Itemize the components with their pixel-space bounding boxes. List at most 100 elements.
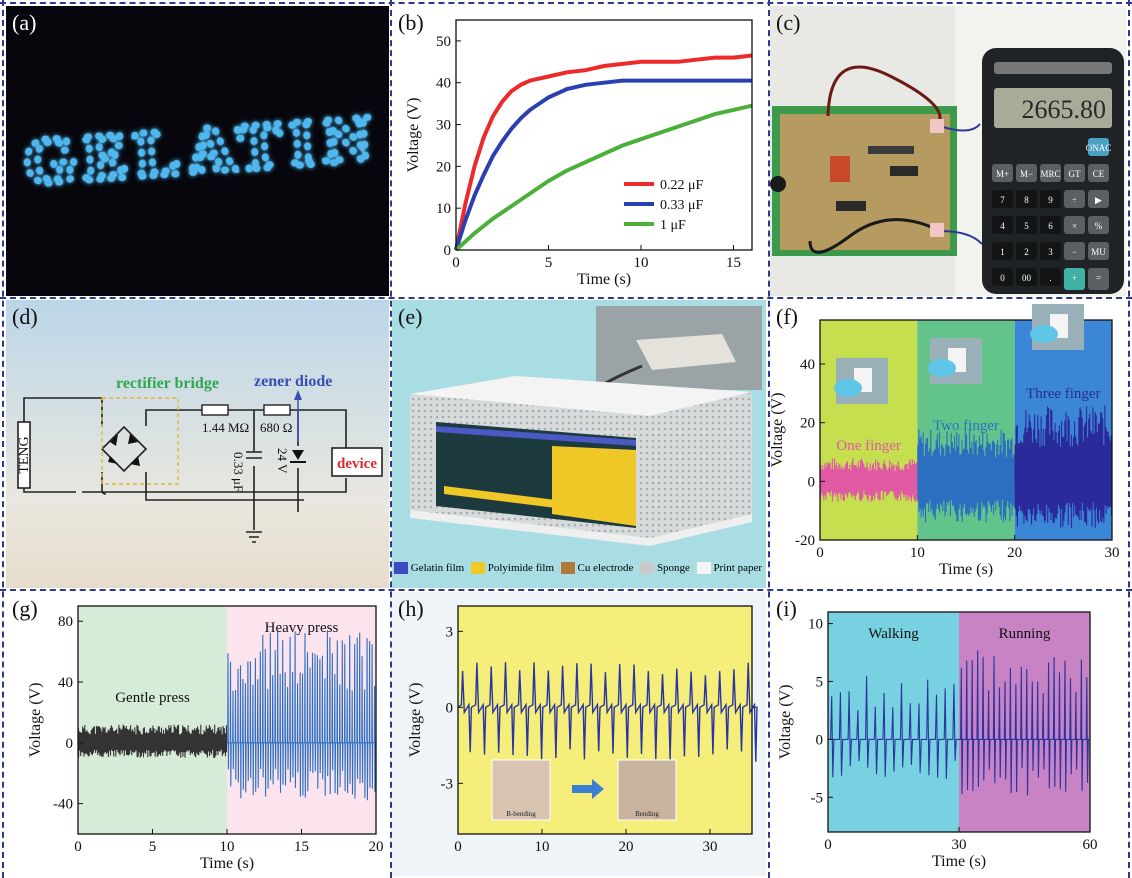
inset-photo xyxy=(617,759,677,821)
panel-label: (a) xyxy=(12,10,37,35)
panel-f: (f) One finger Two finger Three finger 0 10 2… xyxy=(770,300,1126,588)
y-tick-label: 50 xyxy=(436,34,451,50)
resistor-2-label: 680 Ω xyxy=(260,420,292,435)
y-tick-label: -40 xyxy=(53,797,73,813)
y-tick-label: 40 xyxy=(436,76,451,92)
calculator-key xyxy=(1016,216,1037,234)
signal-trace xyxy=(959,650,1090,796)
panel-d: (d) TENG xyxy=(6,300,389,588)
separator-col-3 xyxy=(1128,0,1130,878)
y-tick-label: 0 xyxy=(816,732,824,748)
calculator-key-label: % xyxy=(1095,221,1103,231)
device-structure xyxy=(410,306,762,546)
arrow-icon xyxy=(572,779,604,799)
y-axis-label: Voltage (V) xyxy=(27,683,44,758)
calculator-key-label: CE xyxy=(1093,169,1105,179)
signal-trace xyxy=(828,676,959,779)
calculator-key xyxy=(1016,164,1037,182)
y-tick-label: 20 xyxy=(800,416,815,432)
calculator-key-label: 2 xyxy=(1024,247,1029,257)
x-tick-label: 15 xyxy=(726,255,741,271)
panel-a: (a) GELATIN xyxy=(6,6,389,296)
x-tick-label: 10 xyxy=(910,545,925,561)
calculator-key xyxy=(1064,190,1085,208)
plot-frame xyxy=(455,19,753,251)
calculator-key xyxy=(1064,164,1085,182)
legend-sponge: Sponge xyxy=(656,562,690,574)
calculator-key-label: 00 xyxy=(1022,273,1032,283)
calculator-key-label: 5 xyxy=(1024,221,1029,231)
calculator-key xyxy=(992,216,1013,234)
calculator-key-label: 8 xyxy=(1024,195,1029,205)
calculator: 2665.80 ONAC M+ M− MRC GT CE 7 8 9 ÷ ▶ 4 5 6 × % 1 2 3 − MU 0… xyxy=(982,48,1124,294)
y-axis-label: Voltage (V) xyxy=(777,685,794,760)
signal-trace xyxy=(457,662,758,762)
panel-label: (b) xyxy=(398,10,424,35)
separator-col-0 xyxy=(2,0,4,878)
capacitor-label: 0.33 μF xyxy=(231,452,246,492)
calculator-key-label: 0 xyxy=(1000,273,1005,283)
panel-label: (h) xyxy=(398,596,424,621)
series-line xyxy=(454,103,753,252)
calculator-key xyxy=(1088,138,1109,156)
calculator-key-label: 4 xyxy=(1000,221,1005,231)
calculator-key-label: + xyxy=(1072,273,1077,283)
circuit-diagram: TENG rectifier bridge zener diode 1.44 M… xyxy=(17,373,383,543)
region-label: Three finger xyxy=(1026,386,1101,402)
chart-i: Walking Running 0 30 60 -5 0 5 10 Time (s) Voltage… xyxy=(777,611,1098,870)
calculator-key xyxy=(1016,268,1037,286)
separator-col-2 xyxy=(768,0,770,878)
rectifier-bridge-label: rectifier bridge xyxy=(116,375,219,392)
legend-entry: 1 μF xyxy=(660,218,686,233)
y-tick-label: 0 xyxy=(446,700,454,716)
inset-glove xyxy=(928,359,956,377)
y-axis-label: Voltage (V) xyxy=(407,683,424,758)
y-tick-label: 0 xyxy=(808,474,816,490)
calculator-key-label: GT xyxy=(1069,169,1081,179)
legend-gelatin-film: Gelatin film xyxy=(410,562,465,574)
region-label: Running xyxy=(999,626,1051,642)
calculator-key xyxy=(1088,216,1109,234)
panel-label: (g) xyxy=(12,596,38,621)
signal-trace xyxy=(77,724,228,758)
signal-trace xyxy=(1014,405,1113,529)
calculator-key xyxy=(992,190,1013,208)
panel-label: (c) xyxy=(776,10,801,35)
calculator-key-label: MU xyxy=(1091,247,1106,257)
x-tick-label: 0 xyxy=(452,255,460,271)
region-label: Gentle press xyxy=(115,690,190,706)
y-tick-label: 80 xyxy=(58,614,73,630)
x-axis-label: Time (s) xyxy=(939,561,993,578)
calculator-display: 2665.80 xyxy=(1022,95,1107,124)
resistor-1-label: 1.44 MΩ xyxy=(202,420,249,435)
region-background xyxy=(227,606,376,834)
calculator-key xyxy=(1064,242,1085,260)
chart-b: 0.22 μF 0.33 μF 1 μF 0 5 10 15 0 10 20 30 40 50 Time … xyxy=(405,19,753,288)
region-background xyxy=(78,606,227,834)
calculator-key xyxy=(992,268,1013,286)
region-background xyxy=(959,612,1090,832)
separator-row-2 xyxy=(0,589,1132,591)
y-tick-label: 5 xyxy=(816,674,824,690)
region-label: Walking xyxy=(868,626,919,642)
region-label: Two finger xyxy=(933,418,999,434)
legend-polyimide-film: Polyimide film xyxy=(487,562,555,574)
separator-row-1 xyxy=(0,297,1132,299)
x-tick-label: 0 xyxy=(824,837,832,853)
region-background xyxy=(820,320,918,540)
material-legend: Gelatin film Polyimide film Cu electrode… xyxy=(394,562,766,582)
legend-entry: 0.33 μF xyxy=(660,198,704,213)
chart-h: B-bending Bending 0 10 20 30 -3 0 3 Voltage (V) xyxy=(407,605,758,855)
calculator-key xyxy=(1088,190,1109,208)
panel-label: (d) xyxy=(12,304,38,329)
calculator-key-label: 1 xyxy=(1000,247,1005,257)
x-tick-label: 10 xyxy=(535,839,550,855)
device-label: device xyxy=(337,456,377,472)
calculator-key-label: = xyxy=(1096,273,1101,283)
calculator-key-label: 9 xyxy=(1048,195,1053,205)
x-tick-label: 0 xyxy=(74,839,82,855)
x-tick-label: 5 xyxy=(149,839,157,855)
x-tick-label: 20 xyxy=(369,839,384,855)
calculator-key-label: ▶ xyxy=(1095,195,1102,205)
calculator-key xyxy=(1040,216,1061,234)
